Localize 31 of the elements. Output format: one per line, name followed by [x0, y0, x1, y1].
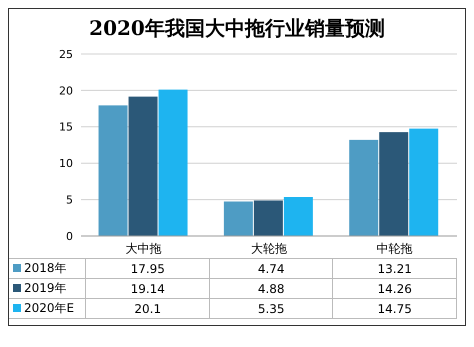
data-label: 5.35 [210, 298, 333, 318]
bar [284, 197, 313, 236]
data-label: 17.95 [86, 258, 210, 278]
bar [98, 105, 128, 236]
legend-label: 2018年 [9, 258, 86, 278]
bar [254, 200, 283, 236]
legend-label: 2019年 [9, 278, 86, 298]
bar [128, 96, 158, 236]
y-tick-label: 0 [66, 230, 73, 243]
y-tick-label: 5 [66, 194, 73, 207]
y-tick-label: 25 [59, 48, 73, 61]
data-label: 4.74 [210, 258, 333, 278]
x-tick-label: 大中拖 [126, 242, 162, 256]
bar [409, 128, 438, 236]
bar [349, 140, 378, 236]
data-label: 14.26 [332, 278, 456, 298]
y-tick-label: 10 [59, 157, 73, 170]
bar [224, 201, 253, 236]
bar [379, 132, 408, 236]
y-tick-label: 20 [59, 84, 73, 98]
data-label: 14.75 [332, 298, 456, 318]
x-tick-label: 中轮拖 [376, 242, 412, 256]
data-label: 4.88 [210, 278, 333, 298]
legend-label: 2020年E [9, 298, 86, 318]
bar [158, 90, 188, 236]
y-tick-label: 15 [59, 120, 73, 134]
data-label: 13.21 [332, 258, 456, 278]
chart-title: 2020年我国大中拖行业销量预测 [88, 15, 386, 42]
data-label: 20.1 [86, 298, 210, 318]
data-label: 19.14 [86, 278, 210, 298]
x-tick-label: 大轮拖 [251, 242, 287, 256]
